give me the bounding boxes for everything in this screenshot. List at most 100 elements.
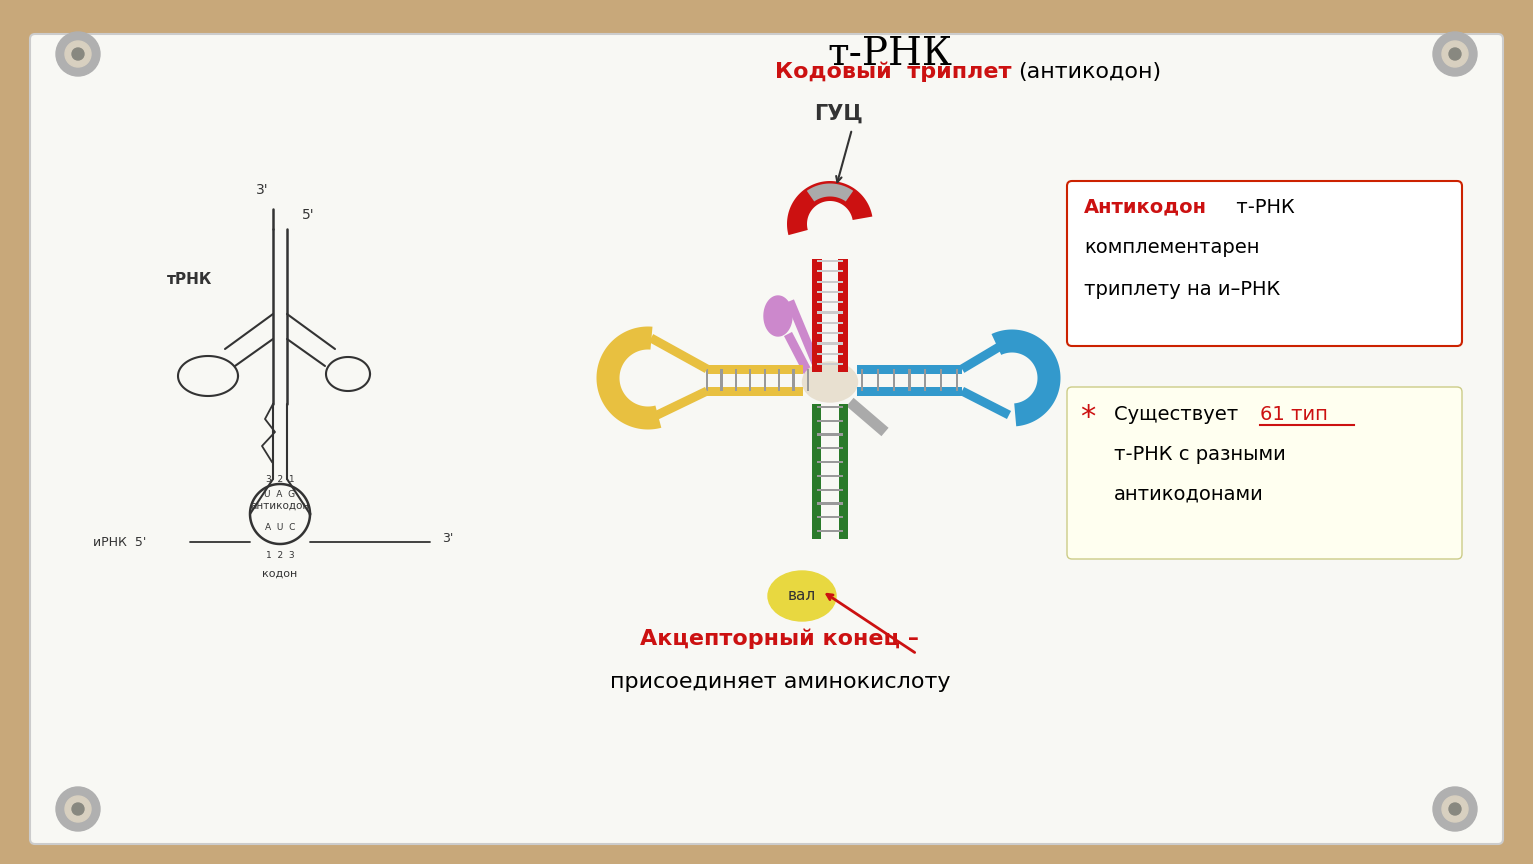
- Polygon shape: [857, 365, 963, 373]
- Text: Антикодон: Антикодон: [1084, 198, 1206, 217]
- Text: тРНК: тРНК: [167, 272, 213, 287]
- Polygon shape: [812, 404, 822, 539]
- Polygon shape: [817, 260, 843, 262]
- Text: U  A  G: U A G: [264, 490, 296, 499]
- Polygon shape: [960, 337, 1012, 373]
- Polygon shape: [812, 259, 822, 372]
- Circle shape: [1443, 796, 1469, 822]
- Polygon shape: [817, 420, 843, 422]
- Text: иРНК  5': иРНК 5': [94, 536, 147, 549]
- Polygon shape: [648, 334, 710, 373]
- Polygon shape: [786, 299, 822, 367]
- Polygon shape: [793, 369, 794, 391]
- Text: антикодонами: антикодонами: [1114, 485, 1263, 504]
- Circle shape: [1433, 32, 1476, 76]
- Polygon shape: [817, 291, 843, 293]
- Polygon shape: [957, 369, 958, 391]
- Polygon shape: [817, 502, 843, 505]
- Polygon shape: [817, 448, 843, 449]
- Polygon shape: [817, 301, 843, 303]
- Polygon shape: [839, 404, 848, 539]
- FancyBboxPatch shape: [1067, 387, 1462, 559]
- Text: ГУЦ: ГУЦ: [814, 104, 863, 124]
- Polygon shape: [786, 181, 872, 235]
- Polygon shape: [877, 369, 878, 391]
- Polygon shape: [817, 475, 843, 477]
- Polygon shape: [763, 296, 793, 336]
- Polygon shape: [734, 369, 737, 391]
- Text: *: *: [1081, 403, 1095, 431]
- Circle shape: [1449, 803, 1461, 815]
- Polygon shape: [817, 321, 843, 324]
- Text: вал: вал: [788, 588, 816, 603]
- Polygon shape: [817, 406, 843, 408]
- Polygon shape: [940, 369, 943, 391]
- Polygon shape: [817, 281, 843, 283]
- Polygon shape: [817, 353, 843, 355]
- Polygon shape: [779, 369, 780, 391]
- Circle shape: [72, 48, 84, 60]
- Polygon shape: [817, 434, 843, 435]
- Polygon shape: [817, 363, 843, 365]
- Ellipse shape: [802, 362, 857, 402]
- Text: т-РНК: т-РНК: [828, 35, 952, 73]
- Text: антикодон: антикодон: [250, 501, 310, 511]
- Circle shape: [1433, 787, 1476, 831]
- Text: 3': 3': [443, 532, 454, 545]
- Polygon shape: [992, 329, 1061, 426]
- Polygon shape: [924, 369, 926, 391]
- Text: комплементарен: комплементарен: [1084, 238, 1260, 257]
- Circle shape: [72, 803, 84, 815]
- FancyBboxPatch shape: [1067, 181, 1462, 346]
- Polygon shape: [721, 369, 722, 391]
- Polygon shape: [817, 270, 843, 272]
- Text: (антикодон): (антикодон): [1018, 62, 1160, 82]
- Text: т-РНК: т-РНК: [1229, 198, 1295, 217]
- Polygon shape: [817, 530, 843, 532]
- Text: триплету на и–РНК: триплету на и–РНК: [1084, 279, 1280, 298]
- Polygon shape: [846, 397, 889, 436]
- Text: Акцепторный конец –: Акцепторный конец –: [639, 629, 918, 649]
- Polygon shape: [857, 386, 963, 396]
- Polygon shape: [806, 183, 854, 201]
- Polygon shape: [817, 488, 843, 491]
- Text: 61 тип: 61 тип: [1260, 404, 1328, 423]
- Text: 5': 5': [302, 208, 314, 222]
- Text: кодон: кодон: [262, 569, 297, 579]
- Text: Кодовый  триплет: Кодовый триплет: [776, 61, 1012, 82]
- Polygon shape: [596, 327, 661, 429]
- Polygon shape: [707, 365, 803, 373]
- Polygon shape: [783, 332, 819, 388]
- Polygon shape: [806, 369, 809, 391]
- Polygon shape: [817, 461, 843, 463]
- Text: Существует: Существует: [1114, 404, 1245, 423]
- Polygon shape: [817, 311, 843, 314]
- Polygon shape: [960, 387, 1012, 419]
- Text: 3': 3': [256, 183, 268, 197]
- Text: A  U  C: A U C: [265, 524, 296, 532]
- Polygon shape: [705, 369, 708, 391]
- Circle shape: [1449, 48, 1461, 60]
- Text: присоединяет аминокислоту: присоединяет аминокислоту: [610, 672, 950, 692]
- FancyBboxPatch shape: [31, 34, 1502, 844]
- Circle shape: [1443, 41, 1469, 67]
- Polygon shape: [909, 369, 911, 391]
- Text: 1  2  3: 1 2 3: [265, 551, 294, 561]
- Polygon shape: [892, 369, 895, 391]
- Polygon shape: [817, 332, 843, 334]
- Polygon shape: [817, 516, 843, 518]
- Polygon shape: [763, 369, 766, 391]
- Text: т-РНК с разными: т-РНК с разными: [1114, 444, 1286, 463]
- Polygon shape: [817, 342, 843, 345]
- Polygon shape: [648, 387, 708, 422]
- Ellipse shape: [768, 571, 835, 621]
- Polygon shape: [862, 369, 863, 391]
- Circle shape: [64, 41, 90, 67]
- Circle shape: [57, 32, 100, 76]
- Circle shape: [57, 787, 100, 831]
- Circle shape: [64, 796, 90, 822]
- Text: 3  2  1: 3 2 1: [265, 474, 294, 484]
- Polygon shape: [707, 386, 803, 396]
- Polygon shape: [750, 369, 751, 391]
- Polygon shape: [839, 259, 848, 372]
